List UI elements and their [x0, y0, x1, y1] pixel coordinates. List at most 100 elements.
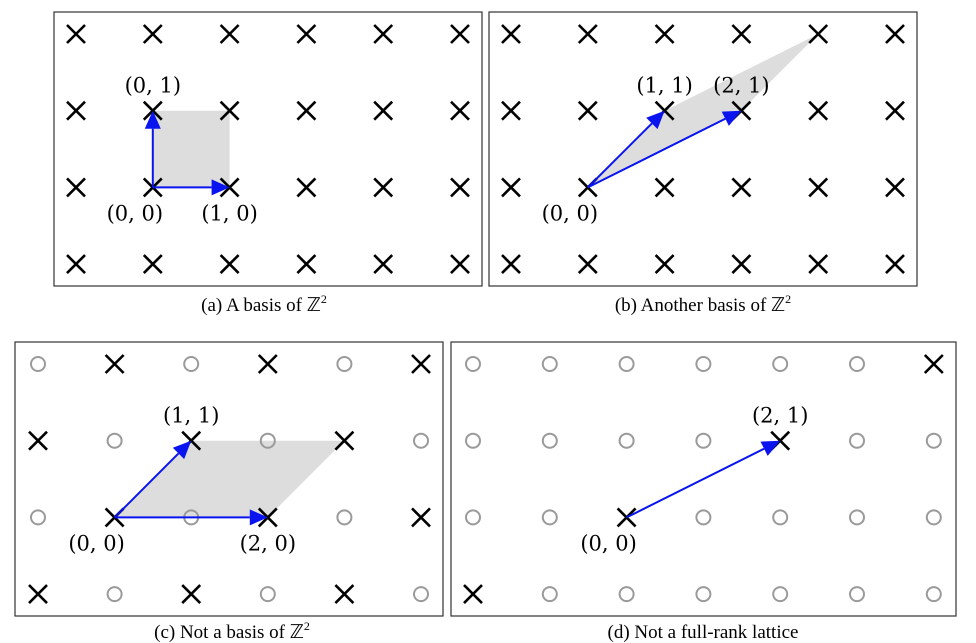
- panel-d-caption: (d) Not a full-rank lattice: [608, 622, 799, 643]
- non-lattice-point-circle: [849, 509, 865, 526]
- lattice-point-cross: [885, 254, 905, 275]
- non-lattice-point-circle: [541, 586, 558, 603]
- basis-vector-arrow: [626, 440, 781, 519]
- non-lattice-point-circle: [849, 586, 865, 603]
- non-lattice-point-circle: [695, 586, 712, 603]
- lattice-point-cross: [885, 177, 905, 198]
- lattice-point-cross: [731, 254, 752, 275]
- non-lattice-point-circle: [772, 509, 789, 526]
- panel-b-caption-sup: 2: [785, 292, 791, 306]
- lattice-point-cross: [373, 177, 394, 198]
- lattice-point-cross: [885, 24, 905, 44]
- panel-a-frame: [53, 11, 483, 287]
- lattice-point-cross: [28, 430, 48, 451]
- non-lattice-point-circle: [541, 432, 558, 449]
- basis-vector-arrow: [113, 440, 192, 519]
- point-label: (0, 0): [580, 531, 636, 555]
- non-lattice-point-circle: [772, 586, 789, 603]
- lattice-point-cross: [731, 24, 752, 44]
- lattice-point-cross: [654, 177, 675, 198]
- non-lattice-point-circle: [695, 509, 712, 526]
- non-lattice-point-circle: [772, 356, 789, 372]
- basis-vector-arrow: [587, 110, 665, 189]
- panel-b-caption: (b) Another basis of ℤ2: [615, 292, 791, 316]
- lattice-point-cross: [731, 177, 752, 198]
- basis-vector-arrow: [114, 509, 268, 526]
- non-lattice-point-circle: [695, 432, 712, 449]
- non-lattice-point-circle: [849, 432, 865, 449]
- panel-b-content: (0, 0) (1, 1) (2, 1): [501, 24, 905, 275]
- lattice-point-cross: [577, 24, 598, 44]
- lattice-point-cross: [450, 254, 470, 275]
- lattice-point-cross: [296, 177, 317, 198]
- non-lattice-point-circle: [618, 586, 635, 603]
- non-lattice-point-circle: [106, 432, 123, 449]
- panel-b-frame: [488, 11, 918, 287]
- point-label: (2, 1): [713, 74, 769, 98]
- panel-d: (0, 0) (2, 1) (d) Not a full-rank lattice: [450, 341, 957, 643]
- lattice-point-cross: [654, 254, 675, 275]
- lattice-point-cross: [450, 177, 470, 198]
- non-lattice-point-circle: [183, 356, 200, 372]
- lattice-point-cross: [450, 24, 470, 44]
- non-lattice-point-circle: [925, 509, 942, 526]
- non-lattice-point-circle: [336, 356, 353, 372]
- non-lattice-point-circle: [618, 356, 635, 372]
- lattice-point-cross: [296, 24, 317, 44]
- lattice-point-cross: [463, 584, 483, 605]
- non-lattice-point-circle: [849, 356, 865, 372]
- point-label: (1, 1): [163, 404, 219, 428]
- lattice-point-cross: [501, 100, 521, 121]
- lattice-point-cross: [411, 354, 431, 374]
- non-lattice-point-circle: [259, 586, 276, 603]
- non-lattice-point-circle: [465, 432, 481, 449]
- lattice-point-cross: [501, 24, 521, 44]
- point-label: (1, 1): [636, 74, 692, 98]
- lattice-point-cross: [373, 24, 394, 44]
- lattice-point-cross: [142, 254, 163, 275]
- non-lattice-point-circle: [618, 432, 635, 449]
- panel-a-caption-sup: 2: [321, 292, 327, 306]
- lattice-point-cross: [296, 100, 317, 121]
- point-label: (0, 0): [542, 201, 598, 225]
- non-lattice-point-circle: [925, 586, 942, 603]
- lattice-point-cross: [808, 100, 829, 121]
- point-label: (2, 1): [752, 404, 808, 428]
- lattice-point-cross: [334, 430, 355, 451]
- lattice-point-cross: [808, 177, 829, 198]
- lattice-point-cross: [257, 354, 278, 374]
- non-lattice-point-circle: [541, 356, 558, 372]
- lattice-point-cross: [885, 100, 905, 121]
- lattice-point-cross: [808, 254, 829, 275]
- non-lattice-point-circle: [336, 509, 353, 526]
- basis-vector-arrow: [144, 110, 161, 188]
- lattice-point-cross: [219, 100, 240, 121]
- lattice-point-cross: [373, 100, 394, 121]
- non-lattice-point-circle: [695, 356, 712, 372]
- panel-c-caption: (c) Not a basis of ℤ2: [154, 619, 310, 643]
- non-lattice-point-circle: [465, 509, 481, 526]
- basis-vector-arrow: [587, 110, 742, 189]
- panel-a-caption: (a) A basis of ℤ2: [201, 292, 327, 316]
- lattice-point-cross: [296, 254, 317, 275]
- lattice-point-cross: [577, 254, 598, 275]
- non-lattice-point-circle: [30, 356, 46, 372]
- lattice-point-cross: [501, 177, 521, 198]
- point-label: (2, 0): [240, 531, 296, 555]
- panel-a-content: (0, 0) (1, 0) (0, 1): [66, 24, 470, 275]
- non-lattice-point-circle: [30, 509, 46, 526]
- lattice-point-cross: [66, 24, 86, 44]
- non-lattice-point-circle: [106, 586, 123, 603]
- lattice-point-cross: [66, 100, 86, 121]
- point-label: (1, 0): [201, 201, 257, 225]
- fundamental-cell: [587, 34, 819, 188]
- panel-d-content: (0, 0) (2, 1): [463, 354, 944, 605]
- non-lattice-point-circle: [413, 432, 429, 449]
- lattice-point-cross: [373, 254, 394, 275]
- lattice-point-cross: [104, 354, 125, 374]
- point-label: (0, 1): [125, 74, 181, 98]
- non-lattice-point-circle: [465, 356, 481, 372]
- non-lattice-point-circle: [259, 432, 276, 449]
- fundamental-cell: [114, 440, 345, 518]
- non-lattice-point-circle: [925, 432, 942, 449]
